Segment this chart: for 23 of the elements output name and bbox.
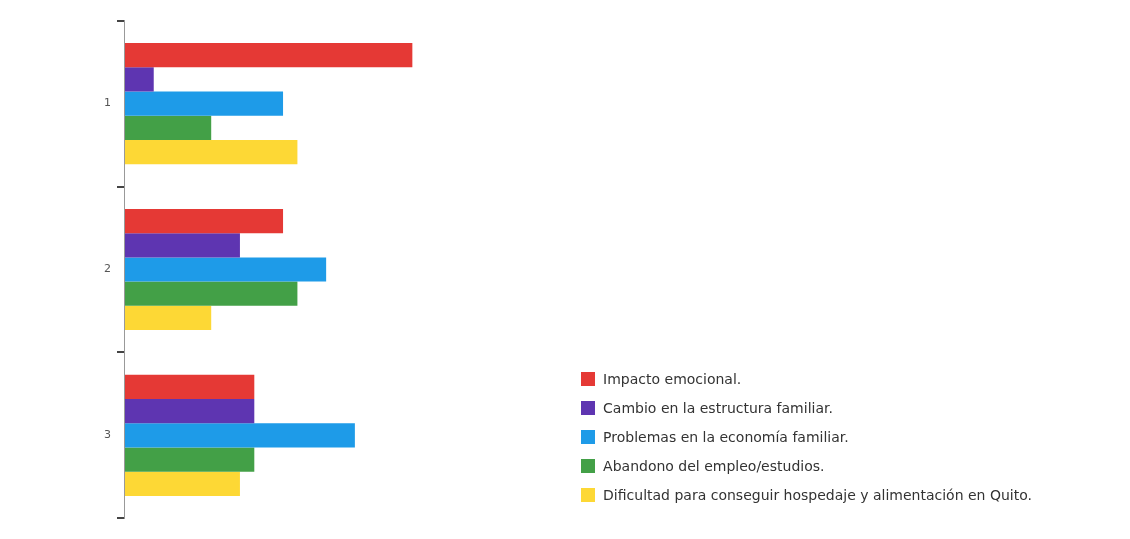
legend-label: Cambio en la estructura familiar. xyxy=(603,399,833,416)
bar xyxy=(125,43,413,68)
y-tick-label: 1 xyxy=(104,96,111,110)
bar xyxy=(125,208,284,234)
bar xyxy=(125,115,212,140)
bar xyxy=(125,399,255,424)
bar xyxy=(125,233,240,258)
y-tick-label: 2 xyxy=(104,262,111,276)
bar xyxy=(125,91,284,116)
bar xyxy=(125,447,255,472)
legend-label: Problemas en la economía familiar. xyxy=(603,428,849,445)
legend-label: Dificultad para conseguir hospedaje y alimentación en Quito. xyxy=(603,486,1032,503)
bar xyxy=(125,471,240,496)
bar xyxy=(125,281,298,306)
bar xyxy=(125,374,255,400)
legend-label: Abandono del empleo/estudios. xyxy=(603,457,825,474)
bar xyxy=(125,423,355,448)
bar xyxy=(125,305,212,331)
bar xyxy=(125,257,327,282)
y-tick-label: 3 xyxy=(104,428,111,442)
legend-label: Impacto emocional. xyxy=(603,370,742,387)
bar xyxy=(125,67,154,92)
bar xyxy=(125,139,298,165)
